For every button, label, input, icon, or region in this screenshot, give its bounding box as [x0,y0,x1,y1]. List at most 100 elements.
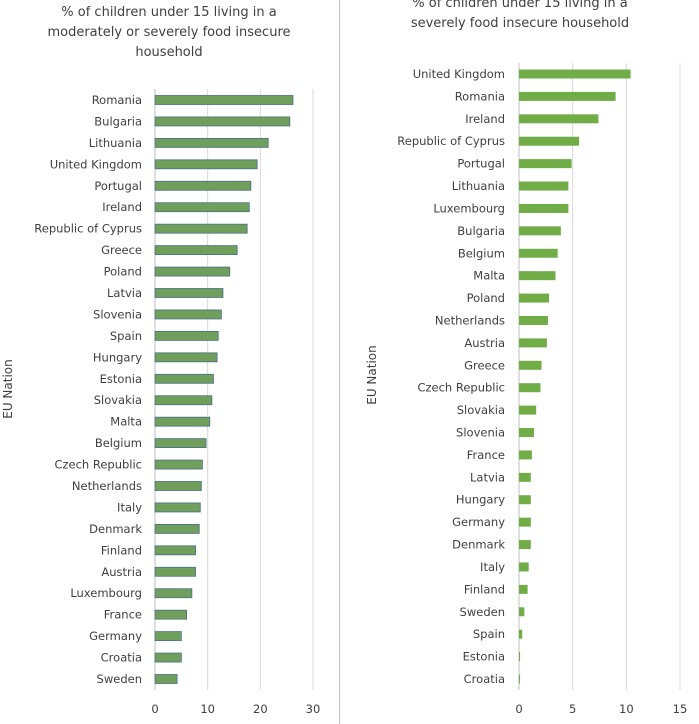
panel-divider [339,0,340,724]
category-label: Denmark [89,522,142,536]
category-label: United Kingdom [50,157,142,171]
bar [519,293,550,303]
category-label: Slovenia [456,426,505,440]
chart-left-plot: 0 10 20 30 Romania Bulgaria Lithuania United Ki… [34,89,320,716]
bar [154,309,222,320]
category-label: Greece [464,358,505,372]
bar [154,609,188,620]
bar [519,674,521,684]
category-label: Czech Republic [54,458,142,472]
category-label: Croatia [101,651,142,665]
chart-title-right-line-1: % of children under 15 living in a [412,0,628,11]
category-label: Luxembourg [433,201,505,215]
bar [519,584,528,594]
category-label: Romania [455,89,505,103]
chart-right: % of children under 15 living in a sever… [341,0,699,724]
chart-title-left-line-3: household [135,45,203,60]
bar [519,540,531,550]
chart-left: % of children under 15 living in a moder… [0,0,338,724]
category-label: Netherlands [435,313,505,327]
x-tick-label: 15 [673,702,688,716]
category-label: Latvia [107,286,142,300]
category-label: Italy [117,500,142,514]
category-label: Bulgaria [457,224,505,238]
category-label: Czech Republic [417,381,505,395]
category-label: Republic of Cyprus [397,134,505,148]
bar [154,159,258,170]
bar [519,652,521,662]
x-tick-label: 5 [569,702,576,716]
bar [154,545,196,556]
chart-title-left: % of children under 15 living in a moder… [0,3,338,63]
chart-title-right-line-2: severely food insecure household [410,16,630,31]
bar [154,245,238,256]
x-tick-label: 20 [253,702,268,716]
category-label: Bulgaria [94,114,142,128]
category-label: Latvia [470,470,505,484]
bar [154,116,291,127]
bar [519,315,548,325]
bar [519,69,631,79]
bar [519,159,572,169]
category-label: Hungary [456,493,505,507]
bar [154,137,269,148]
bar [519,383,541,393]
bar [519,181,569,191]
category-label: Greece [101,243,142,257]
category-label: Austria [101,565,142,579]
bar [154,674,178,684]
category-label: Belgium [458,246,505,260]
bar [154,288,224,298]
chart-title-left-line-2: moderately or severely food insecure [47,25,291,40]
category-label: Slovakia [94,393,142,407]
bar [154,395,213,406]
chart-title-right: % of children under 15 living in a sever… [341,0,699,34]
category-label: Ireland [465,112,505,126]
category-label: Slovenia [93,307,142,321]
x-tick-label: 0 [151,702,158,716]
bar [519,629,523,639]
bar [519,338,547,348]
chart-title-left-line-1: % of children under 15 living in a [61,5,277,20]
bar [154,352,218,363]
category-label: Malta [473,269,505,283]
bar [154,202,250,213]
category-label: Germany [89,629,142,643]
category-label: Poland [467,291,505,305]
category-label: Poland [104,265,142,279]
category-label: Croatia [464,672,505,686]
category-label: Netherlands [72,479,142,493]
category-label: Spain [110,329,142,343]
bar [154,631,182,642]
bar [519,472,531,482]
category-label: Estonia [100,372,142,386]
category-label: Belgium [95,436,142,450]
category-label: Romania [92,93,142,107]
bar [154,588,193,599]
bar [519,271,556,281]
bar [519,360,542,370]
bar [154,459,203,470]
bar [154,438,207,449]
bar [519,450,532,460]
category-label: Ireland [102,200,142,214]
bar [154,266,231,277]
bar [519,114,599,124]
x-tick-label: 0 [515,702,522,716]
bar [519,91,616,101]
bar [519,136,580,146]
category-label: Germany [452,515,505,529]
category-label: Sweden [460,605,505,619]
bar [154,481,202,491]
bar [519,203,569,213]
category-label: Slovakia [457,403,505,417]
bar [154,95,294,105]
bar [154,223,248,234]
bar [519,517,531,527]
category-label: Hungary [93,350,142,364]
bar [519,495,531,505]
category-label: Malta [110,415,142,429]
category-label: Republic of Cyprus [34,222,142,236]
category-label: Estonia [463,650,505,664]
category-label: Finland [464,582,505,596]
